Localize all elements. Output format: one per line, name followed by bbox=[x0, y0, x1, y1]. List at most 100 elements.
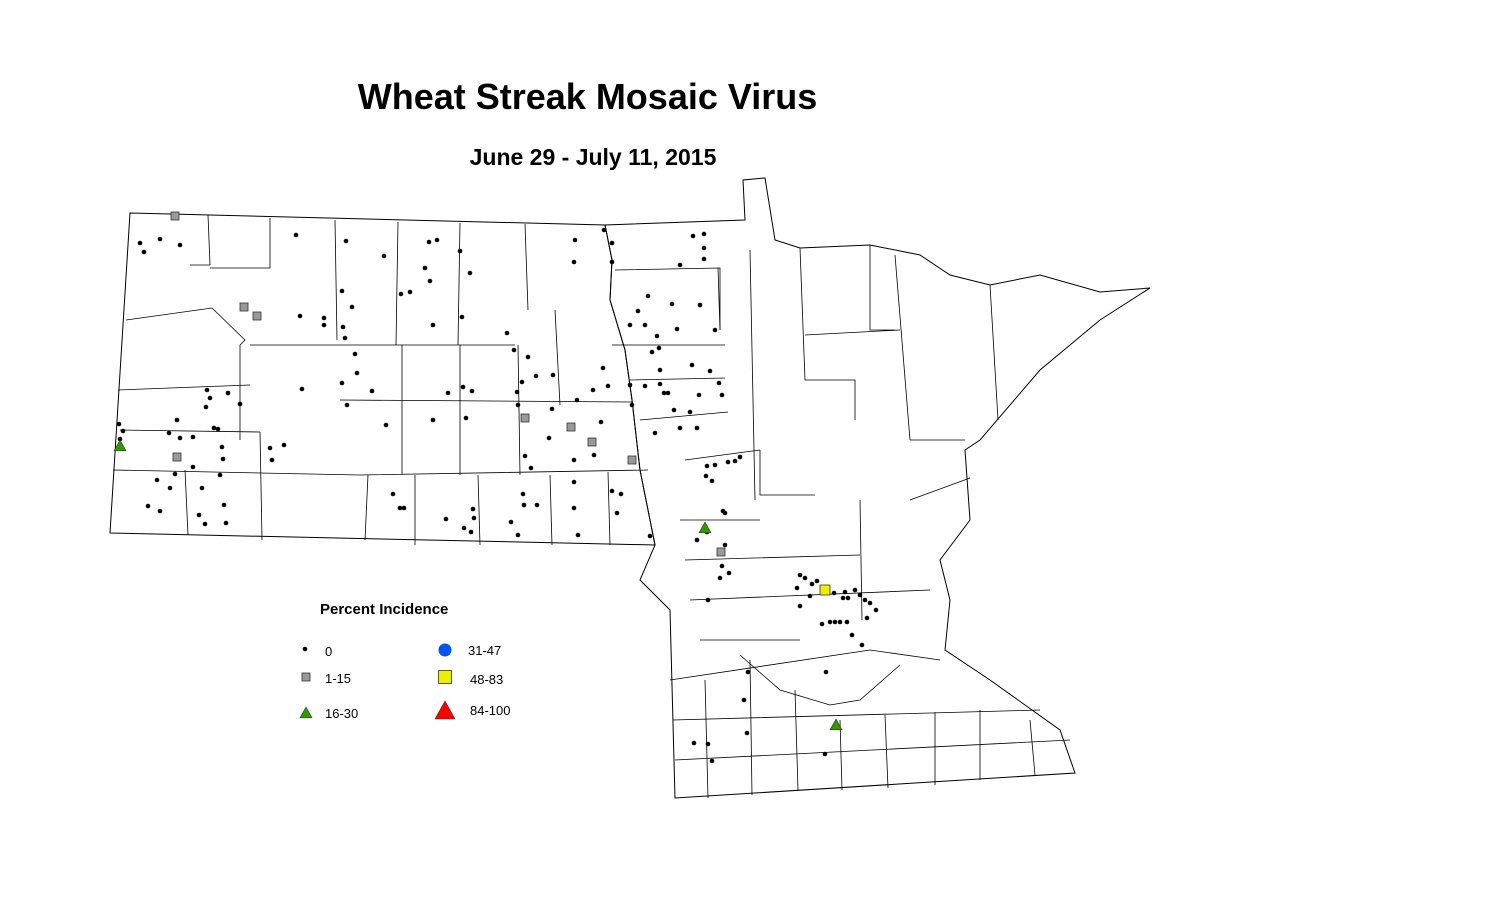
site-marker-0 bbox=[215, 426, 221, 432]
site-marker-0 bbox=[652, 430, 658, 436]
site-marker-0 bbox=[609, 488, 615, 494]
site-marker-0 bbox=[823, 669, 829, 675]
site-marker-0 bbox=[120, 428, 126, 434]
site-marker-0 bbox=[511, 347, 517, 353]
legend-label-1-15: 1-15 bbox=[325, 671, 352, 686]
site-marker-1-15 bbox=[587, 437, 597, 447]
site-marker-0 bbox=[199, 485, 205, 491]
site-marker-0 bbox=[726, 570, 732, 576]
site-marker-0 bbox=[117, 436, 123, 442]
site-marker-0 bbox=[725, 459, 731, 465]
site-marker-0 bbox=[709, 758, 715, 764]
site-marker-0 bbox=[864, 615, 870, 621]
site-marker-0 bbox=[722, 542, 728, 548]
site-marker-0 bbox=[719, 563, 725, 569]
site-marker-0 bbox=[430, 417, 436, 423]
site-marker-0 bbox=[533, 373, 539, 379]
site-marker-0 bbox=[177, 242, 183, 248]
site-marker-1-15 bbox=[520, 413, 530, 423]
site-marker-0 bbox=[397, 505, 403, 511]
site-marker-0 bbox=[398, 291, 404, 297]
legend-symbol-0 bbox=[302, 646, 308, 652]
site-marker-0 bbox=[819, 621, 825, 627]
site-marker-0 bbox=[141, 249, 147, 255]
site-marker-0 bbox=[601, 227, 607, 233]
site-marker-16-30 bbox=[113, 439, 127, 452]
site-marker-0 bbox=[614, 510, 620, 516]
site-marker-0 bbox=[508, 519, 514, 525]
site-marker-0 bbox=[344, 402, 350, 408]
site-marker-0 bbox=[321, 322, 327, 328]
legend-symbol-84-100 bbox=[434, 700, 456, 720]
site-marker-0 bbox=[598, 419, 604, 425]
site-marker-0 bbox=[157, 508, 163, 514]
site-marker-0 bbox=[217, 472, 223, 478]
site-marker-0 bbox=[609, 259, 615, 265]
site-marker-0 bbox=[520, 491, 526, 497]
site-marker-0 bbox=[794, 585, 800, 591]
site-marker-0 bbox=[546, 435, 552, 441]
site-marker-0 bbox=[434, 237, 440, 243]
site-marker-0 bbox=[849, 632, 855, 638]
site-marker-0 bbox=[167, 485, 173, 491]
site-marker-16-30 bbox=[829, 718, 843, 731]
legend-label-0: 0 bbox=[325, 644, 333, 659]
site-marker-0 bbox=[339, 380, 345, 386]
site-marker-0 bbox=[190, 464, 196, 470]
site-marker-0 bbox=[515, 402, 521, 408]
legend-label-31-47: 31-47 bbox=[468, 643, 502, 658]
site-marker-0 bbox=[574, 397, 580, 403]
site-marker-0 bbox=[722, 510, 728, 516]
site-marker-0 bbox=[691, 740, 697, 746]
site-marker-0 bbox=[840, 595, 846, 601]
site-marker-0 bbox=[712, 462, 718, 468]
site-marker-0 bbox=[343, 238, 349, 244]
site-marker-0 bbox=[671, 407, 677, 413]
site-marker-0 bbox=[669, 301, 675, 307]
site-marker-0 bbox=[166, 430, 172, 436]
site-marker-0 bbox=[190, 434, 196, 440]
site-marker-0 bbox=[654, 333, 660, 339]
site-marker-0 bbox=[223, 520, 229, 526]
site-marker-0 bbox=[154, 477, 160, 483]
site-marker-0 bbox=[470, 506, 476, 512]
site-marker-0 bbox=[575, 532, 581, 538]
site-marker-0 bbox=[174, 417, 180, 423]
site-marker-0 bbox=[515, 532, 521, 538]
site-marker-0 bbox=[797, 572, 803, 578]
site-marker-0 bbox=[177, 435, 183, 441]
site-marker-0 bbox=[459, 314, 465, 320]
site-marker-0 bbox=[116, 421, 122, 427]
site-marker-0 bbox=[463, 415, 469, 421]
legend-label-16-30: 16-30 bbox=[325, 706, 359, 721]
site-marker-1-15 bbox=[239, 302, 249, 312]
site-marker-0 bbox=[689, 362, 695, 368]
site-marker-0 bbox=[211, 425, 217, 431]
site-marker-0 bbox=[269, 457, 275, 463]
site-marker-0 bbox=[677, 425, 683, 431]
site-marker-0 bbox=[717, 575, 723, 581]
site-marker-0 bbox=[534, 502, 540, 508]
site-marker-0 bbox=[381, 253, 387, 259]
site-marker-0 bbox=[299, 386, 305, 392]
site-marker-0 bbox=[694, 425, 700, 431]
site-marker-0 bbox=[705, 741, 711, 747]
site-marker-0 bbox=[369, 388, 375, 394]
site-marker-0 bbox=[716, 380, 722, 386]
site-marker-0 bbox=[635, 308, 641, 314]
site-marker-0 bbox=[609, 240, 615, 246]
site-marker-0 bbox=[172, 471, 178, 477]
site-marker-0 bbox=[627, 382, 633, 388]
site-marker-0 bbox=[797, 603, 803, 609]
site-marker-0 bbox=[571, 505, 577, 511]
legend-symbol-16-30 bbox=[299, 706, 313, 719]
site-marker-0 bbox=[704, 463, 710, 469]
site-marker-0 bbox=[430, 322, 436, 328]
site-marker-0 bbox=[461, 525, 467, 531]
site-marker-16-30 bbox=[698, 521, 712, 534]
site-marker-0 bbox=[703, 473, 709, 479]
site-marker-0 bbox=[814, 578, 820, 584]
minnesota-outline bbox=[604, 177, 1151, 799]
site-marker-0 bbox=[802, 575, 808, 581]
